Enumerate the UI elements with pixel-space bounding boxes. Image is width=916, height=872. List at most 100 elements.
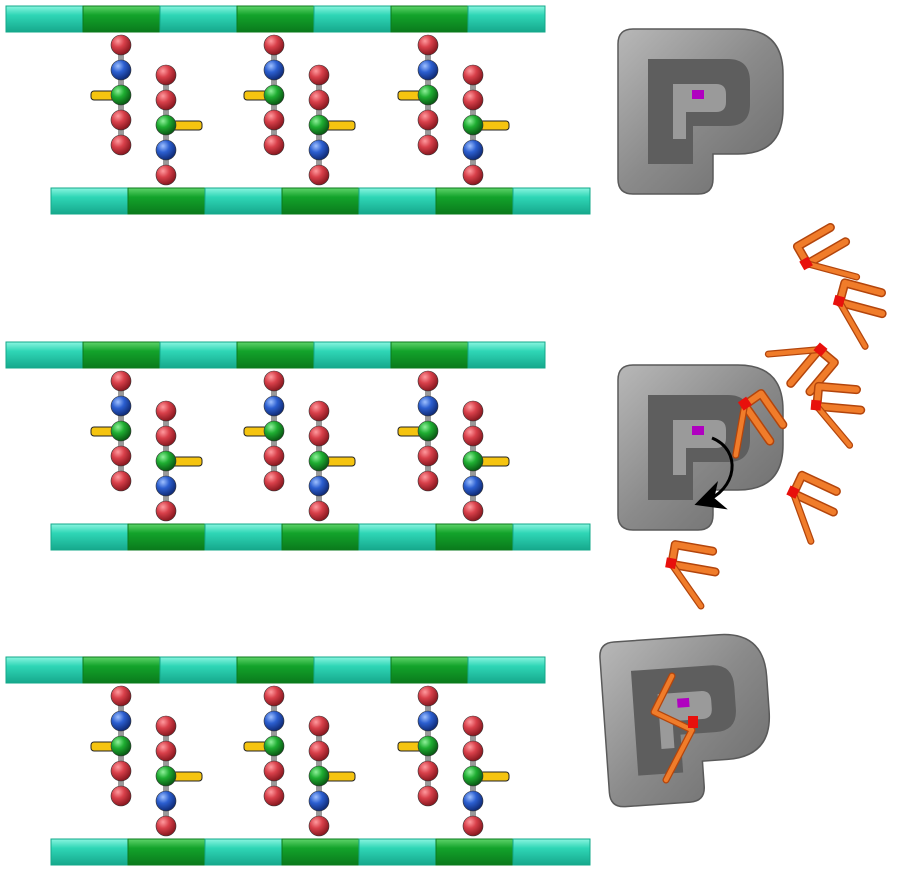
substrate-bound-body [651, 673, 695, 783]
enzyme-inner [673, 84, 726, 139]
bead-green [308, 450, 330, 472]
bead-red [308, 500, 330, 522]
bead-blue [155, 475, 177, 497]
bead-blue [110, 59, 132, 81]
substrate-tip [810, 399, 822, 411]
connector-bottom-2 [308, 64, 356, 186]
substrate-body [668, 541, 719, 575]
bead-blue [417, 59, 439, 81]
strand-segment-light [5, 341, 84, 369]
bead-green [155, 450, 177, 472]
substrate-tip [737, 396, 752, 411]
strand-segment-light [512, 523, 591, 551]
bead-red [263, 34, 285, 56]
bead-red [462, 64, 484, 86]
bead-green [263, 84, 285, 106]
strand-segment-light [467, 5, 546, 33]
bead-blue [110, 395, 132, 417]
bead-red [263, 685, 285, 707]
bead-red [155, 815, 177, 837]
strand-bottom [50, 187, 591, 215]
strand-segment-dark [127, 838, 206, 866]
strand-segment-light [313, 5, 392, 33]
substrate-free-4 [732, 389, 788, 459]
connector-bottom-3 [462, 400, 510, 522]
connector-top-3 [397, 370, 439, 492]
bead-red [308, 425, 330, 447]
strand-segment-light [159, 5, 238, 33]
panel-1 [5, 5, 591, 215]
bead-green [462, 450, 484, 472]
strand-segment-light [358, 838, 437, 866]
panel-3 [5, 656, 591, 866]
strand-segment-light [204, 523, 283, 551]
bead-red [263, 134, 285, 156]
bead-green [308, 114, 330, 136]
strand-segment-light [358, 523, 437, 551]
bead-red [462, 740, 484, 762]
substrate-tail [669, 562, 704, 609]
substrate-free-5 [810, 381, 866, 449]
strand-segment-dark [390, 656, 469, 684]
bead-green [155, 114, 177, 136]
strand-segment-dark [127, 187, 206, 215]
bead-blue [308, 475, 330, 497]
substrate-bound-tip [688, 716, 698, 728]
bead-blue [155, 790, 177, 812]
active-site [692, 426, 704, 435]
strand-segment-dark [127, 523, 206, 551]
bead-red [308, 715, 330, 737]
enzyme-inner [673, 420, 726, 475]
bead-red [155, 715, 177, 737]
strand-segment-dark [390, 341, 469, 369]
bead-red [110, 370, 132, 392]
strand-segment-dark [236, 5, 315, 33]
bead-green [417, 735, 439, 757]
strand-segment-dark [435, 838, 514, 866]
substrate-free-1 [792, 222, 861, 281]
strand-segment-light [358, 187, 437, 215]
bead-red [110, 760, 132, 782]
bead-red [417, 445, 439, 467]
enzyme-pocket [630, 665, 736, 776]
bead-red [462, 400, 484, 422]
bead-red [417, 760, 439, 782]
active-site [677, 697, 690, 708]
substrate-body [741, 390, 786, 445]
bead-red [417, 370, 439, 392]
bead-red [110, 685, 132, 707]
connector-top-1 [90, 34, 132, 156]
bead-red [462, 425, 484, 447]
connector-bottom-1 [155, 64, 203, 186]
strand-top [5, 656, 546, 684]
bead-red [308, 400, 330, 422]
strand-segment-light [50, 523, 129, 551]
strand-segment-light [512, 187, 591, 215]
bead-red [155, 400, 177, 422]
connector-top-1 [90, 370, 132, 492]
strand-top [5, 341, 546, 369]
substrate-tip [799, 256, 813, 271]
connector-top-1 [90, 685, 132, 807]
bead-red [417, 109, 439, 131]
connector-bottom-1 [155, 400, 203, 522]
bead-red [110, 445, 132, 467]
enzyme-panel-3 [599, 633, 771, 808]
connector-bottom-2 [308, 715, 356, 837]
substrate-tail [814, 404, 852, 448]
active-site [692, 90, 704, 99]
bead-blue [308, 790, 330, 812]
panel-2 [5, 341, 591, 551]
connector-top-3 [397, 34, 439, 156]
bead-blue [263, 710, 285, 732]
strand-segment-dark [435, 187, 514, 215]
strand-segment-light [313, 341, 392, 369]
bead-red [110, 109, 132, 131]
strand-segment-dark [435, 523, 514, 551]
strand-segment-light [50, 187, 129, 215]
substrate-free-6 [786, 470, 841, 545]
bead-red [462, 164, 484, 186]
bead-green [263, 735, 285, 757]
bead-blue [263, 59, 285, 81]
